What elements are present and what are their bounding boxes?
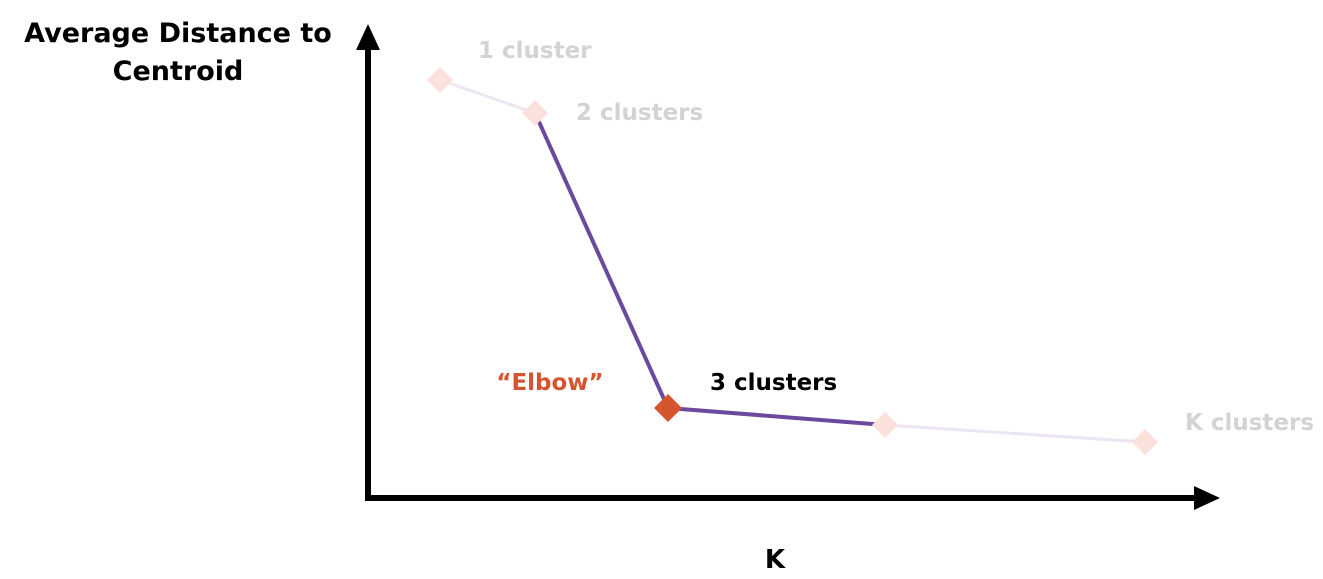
marker-k-K xyxy=(1132,429,1158,455)
point-labels: 1 cluster 2 clusters 3 clusters K clusters xyxy=(478,38,1314,436)
line-segment-1-2 xyxy=(438,78,537,115)
y-axis-arrow xyxy=(356,24,380,50)
line-segment-2-3 xyxy=(533,111,670,410)
line-segment-3-4 xyxy=(666,406,887,427)
marker-k-1 xyxy=(427,67,453,93)
point-label-k-2: 2 clusters xyxy=(576,100,703,126)
series-line xyxy=(438,78,1147,444)
y-axis-label-line-2: Centroid xyxy=(113,56,244,87)
x-axis-label: K xyxy=(765,545,786,575)
y-axis-label-line-1: Average Distance to xyxy=(24,18,332,49)
point-label-k-3: 3 clusters xyxy=(710,370,837,396)
x-axis-arrow xyxy=(1194,486,1220,510)
marker-k-4 xyxy=(872,412,898,438)
series-markers xyxy=(427,67,1158,455)
line-segment-4-5 xyxy=(883,423,1147,444)
marker-k-3 xyxy=(654,394,682,422)
point-label-k-1: 1 cluster xyxy=(478,38,592,64)
marker-k-2 xyxy=(522,100,548,126)
elbow-annotation: “Elbow” xyxy=(496,370,603,396)
point-label-k-K: K clusters xyxy=(1185,410,1314,436)
axes xyxy=(356,24,1220,510)
